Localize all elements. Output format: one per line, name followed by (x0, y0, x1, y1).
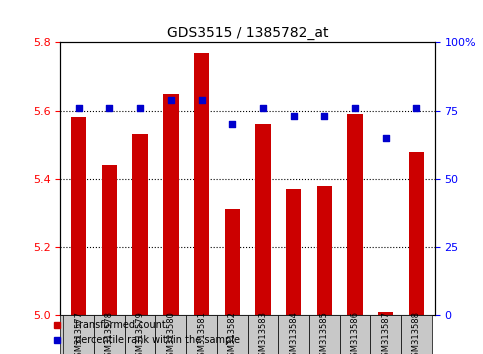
Text: GSM313580: GSM313580 (166, 311, 175, 354)
Point (167, 97, 175, 103)
Legend: transformed count, percentile rank within the sample: transformed count, percentile rank withi… (43, 316, 243, 349)
Point (382, 135, 389, 141)
Text: GSM313583: GSM313583 (258, 311, 268, 354)
Point (75, 105, 83, 111)
Bar (378, 312, 393, 315)
Bar (156, 315, 186, 354)
Text: GSM313578: GSM313578 (105, 311, 114, 354)
Text: GSM313577: GSM313577 (74, 311, 83, 354)
Bar (370, 315, 401, 354)
Bar (286, 189, 301, 315)
Point (228, 121, 236, 127)
Point (259, 105, 267, 111)
Bar (163, 93, 179, 315)
Text: GSM313581: GSM313581 (197, 311, 206, 354)
Text: GSM313579: GSM313579 (136, 311, 144, 354)
Bar (401, 315, 432, 354)
Bar (409, 152, 424, 315)
Text: GSM313587: GSM313587 (381, 311, 390, 354)
Text: GSM313586: GSM313586 (351, 311, 359, 354)
Bar (132, 135, 148, 315)
Text: GSM313584: GSM313584 (289, 311, 298, 354)
Bar (309, 315, 340, 354)
Point (198, 97, 205, 103)
Text: GSM313582: GSM313582 (227, 311, 237, 354)
Bar (248, 315, 278, 354)
Bar (194, 53, 209, 315)
Bar (340, 315, 370, 354)
Point (106, 105, 114, 111)
Point (320, 113, 328, 119)
Point (351, 105, 359, 111)
Point (412, 105, 420, 111)
Bar (125, 315, 156, 354)
Bar (316, 185, 332, 315)
Bar (278, 315, 309, 354)
Point (136, 105, 144, 111)
Bar (347, 114, 363, 315)
Bar (102, 165, 117, 315)
Text: GSM313588: GSM313588 (412, 311, 421, 354)
Bar (71, 118, 86, 315)
Bar (217, 315, 248, 354)
Text: GSM313585: GSM313585 (320, 311, 329, 354)
Bar (225, 210, 240, 315)
Point (290, 113, 298, 119)
Bar (63, 315, 94, 354)
Bar (255, 124, 270, 315)
Bar (94, 315, 125, 354)
Title: GDS3515 / 1385782_at: GDS3515 / 1385782_at (167, 26, 328, 40)
Bar (186, 315, 217, 354)
